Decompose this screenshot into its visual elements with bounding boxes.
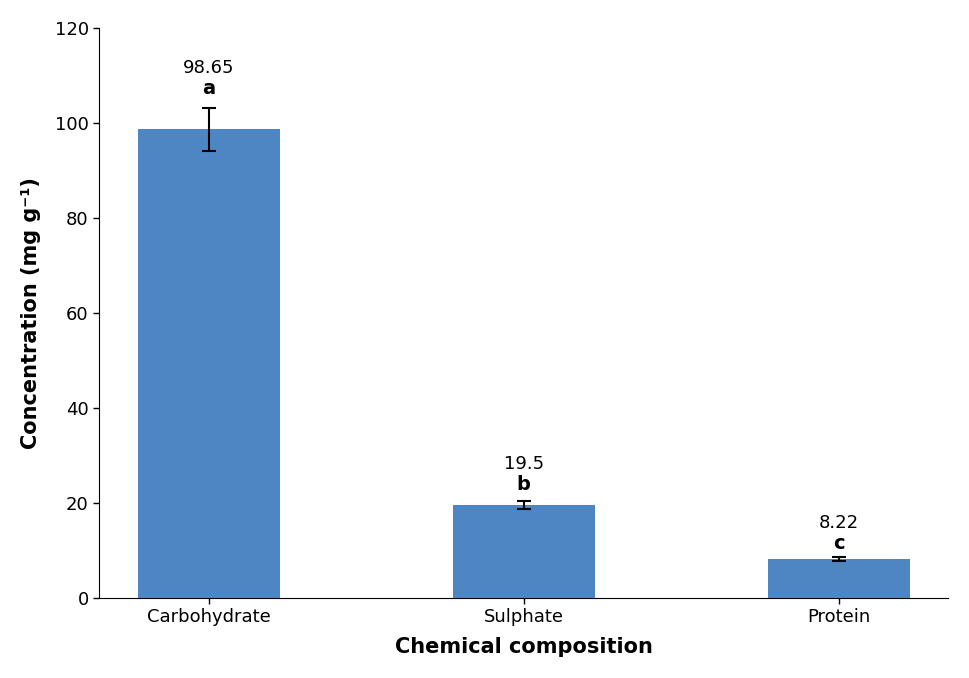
- Text: 98.65: 98.65: [183, 59, 234, 77]
- Bar: [138, 129, 280, 597]
- Text: 8.22: 8.22: [819, 513, 859, 532]
- Text: c: c: [833, 534, 845, 553]
- Y-axis label: Concentration (mg g⁻¹): Concentration (mg g⁻¹): [20, 177, 41, 449]
- X-axis label: Chemical composition: Chemical composition: [394, 637, 653, 657]
- Bar: [453, 505, 595, 597]
- Text: b: b: [516, 475, 531, 494]
- Text: 19.5: 19.5: [504, 455, 544, 473]
- Bar: [767, 559, 910, 597]
- Text: a: a: [203, 79, 215, 98]
